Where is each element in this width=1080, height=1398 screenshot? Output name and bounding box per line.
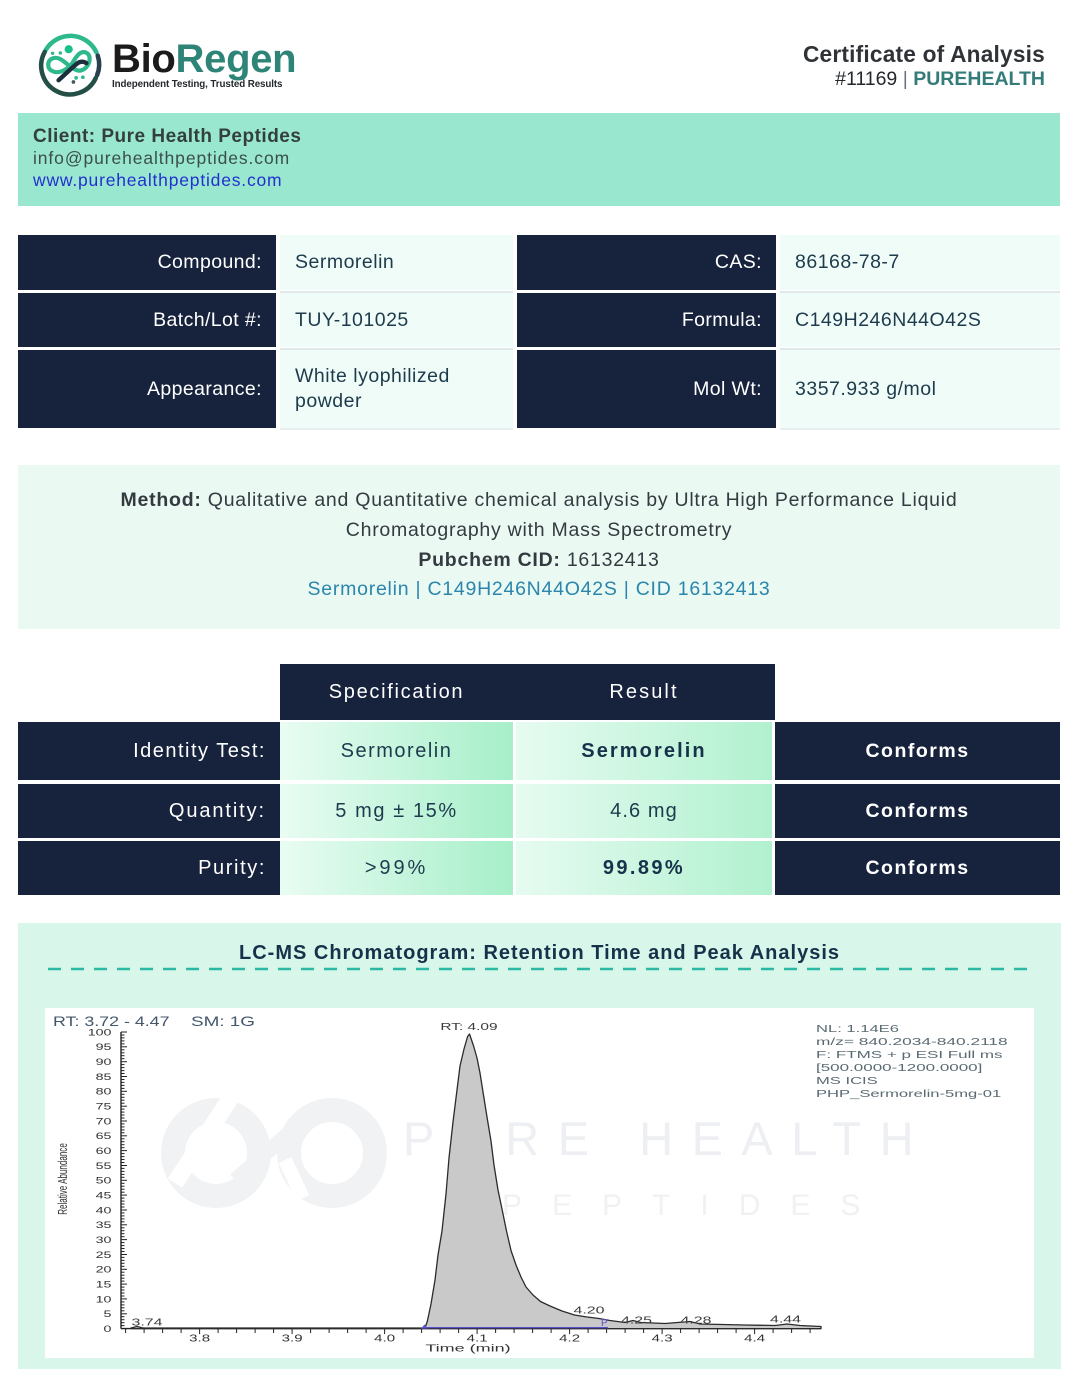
svg-text:100: 100 (88, 1027, 112, 1038)
svg-text:90: 90 (96, 1056, 112, 1067)
svg-text:3.74: 3.74 (131, 1316, 163, 1328)
svg-text:4.4: 4.4 (744, 1333, 765, 1344)
svg-text:30: 30 (96, 1234, 112, 1245)
svg-text:20: 20 (96, 1264, 112, 1275)
svg-text:PHP_Sermorelin-5mg-01: PHP_Sermorelin-5mg-01 (816, 1087, 1002, 1099)
svg-text:Relative Abundance: Relative Abundance (56, 1143, 70, 1215)
svg-text:85: 85 (96, 1071, 112, 1082)
svg-text:60: 60 (96, 1145, 112, 1156)
svg-text:4.0: 4.0 (374, 1333, 395, 1344)
svg-text:F: FTMS + p ESI Full ms: F: FTMS + p ESI Full ms (816, 1048, 1003, 1060)
svg-text:Time (min): Time (min) (425, 1343, 510, 1354)
svg-text:45: 45 (96, 1190, 112, 1201)
svg-text:80: 80 (96, 1086, 112, 1097)
svg-text:40: 40 (96, 1205, 112, 1216)
svg-text:4.28: 4.28 (680, 1314, 711, 1326)
svg-text:4.1: 4.1 (467, 1333, 488, 1344)
svg-text:65: 65 (96, 1131, 112, 1142)
svg-text:5: 5 (104, 1309, 112, 1320)
svg-text:MS ICIS: MS ICIS (816, 1074, 878, 1086)
svg-text:[500.0000-1200.0000]: [500.0000-1200.0000] (816, 1061, 982, 1073)
svg-text:m/z= 840.2034-840.2118: m/z= 840.2034-840.2118 (816, 1036, 1008, 1048)
svg-text:10: 10 (96, 1294, 112, 1305)
svg-text:35: 35 (96, 1220, 112, 1231)
svg-text:NL: 1.14E6: NL: 1.14E6 (816, 1022, 899, 1034)
svg-text:75: 75 (96, 1101, 112, 1112)
svg-text:PEPTIDES: PEPTIDES (502, 1189, 890, 1222)
svg-text:P: P (601, 1318, 608, 1329)
svg-text:0: 0 (104, 1323, 112, 1334)
svg-text:4.44: 4.44 (770, 1313, 802, 1325)
svg-text:55: 55 (96, 1160, 112, 1171)
svg-text:3.9: 3.9 (282, 1333, 303, 1344)
svg-text:4.2: 4.2 (559, 1333, 580, 1344)
svg-text:25: 25 (96, 1249, 112, 1260)
svg-text:RT: 4.09: RT: 4.09 (440, 1021, 497, 1033)
svg-text:4.3: 4.3 (652, 1333, 673, 1344)
svg-text:SM: 1G: SM: 1G (191, 1014, 255, 1029)
svg-text:3.8: 3.8 (189, 1333, 210, 1344)
svg-text:15: 15 (96, 1279, 112, 1290)
svg-text:RT: 3.72 - 4.47: RT: 3.72 - 4.47 (53, 1015, 169, 1030)
svg-text:4.25: 4.25 (621, 1314, 652, 1326)
svg-text:95: 95 (96, 1042, 112, 1053)
svg-text:4.20: 4.20 (573, 1304, 604, 1316)
svg-text:50: 50 (96, 1175, 112, 1186)
svg-text:70: 70 (96, 1116, 112, 1127)
